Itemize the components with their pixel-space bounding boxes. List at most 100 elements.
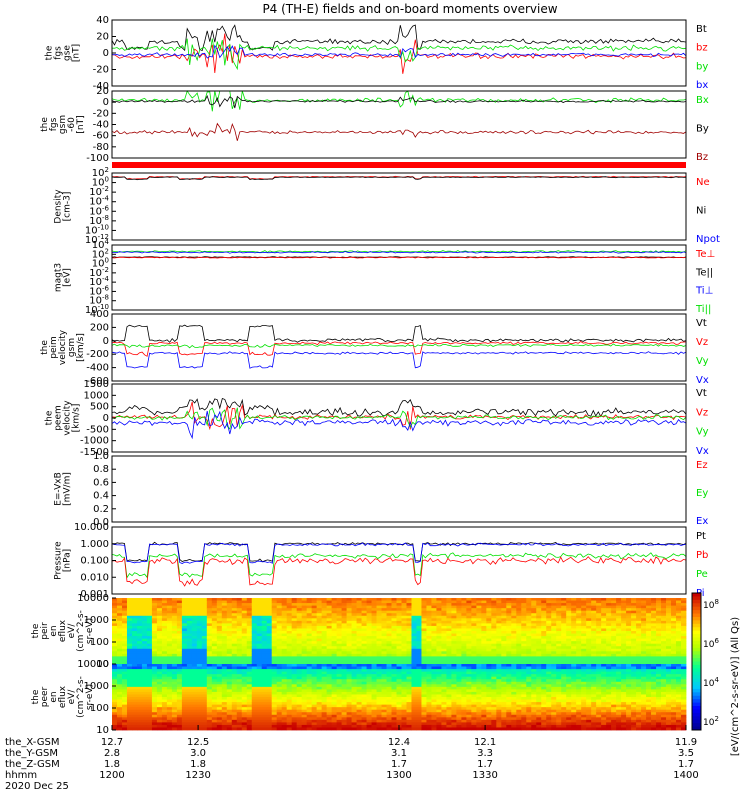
spectrogram-cell: [336, 620, 342, 624]
spectrogram-cell: [366, 656, 372, 660]
spectrogram-cell: [666, 608, 672, 612]
spectrogram-cell: [511, 608, 517, 612]
spectrogram-cell: [386, 628, 392, 632]
spectrogram-cell: [416, 615, 422, 619]
spectrogram-cell: [291, 658, 298, 662]
spectrogram-cell: [226, 615, 233, 619]
spectrogram-cell: [341, 625, 347, 629]
spectrogram-cell: [256, 631, 263, 634]
spectrogram-cell: [456, 646, 462, 650]
spectrogram-cell: [671, 638, 677, 642]
spectrogram-cell: [141, 618, 148, 622]
spectrogram-cell: [231, 689, 238, 693]
spectrogram-cell: [531, 623, 537, 627]
spectrogram-cell: [446, 613, 452, 617]
spectrogram-cell: [591, 646, 597, 650]
spectrogram-cell: [171, 615, 178, 619]
spectrogram-cell: [191, 686, 198, 690]
spectrogram-cell: [551, 638, 557, 642]
spectrogram-cell: [146, 653, 153, 657]
spectrogram-cell: [246, 712, 253, 716]
spectrogram-cell: [346, 719, 352, 723]
spectrogram-cell: [431, 623, 437, 627]
spectrogram-cell: [191, 638, 198, 642]
spectrogram-cell: [431, 694, 437, 698]
spectrogram-cell: [576, 651, 582, 655]
spectrogram-cell: [656, 658, 662, 662]
spectrogram-cell: [626, 648, 632, 652]
spectrogram-cell: [471, 628, 477, 632]
spectrogram-cell: [241, 610, 248, 614]
spectrogram-cell: [251, 613, 258, 617]
spectrogram-cell: [136, 719, 143, 723]
spectrogram-cell: [396, 717, 402, 721]
spectrogram-cell: [266, 679, 273, 683]
spectrogram-cell: [206, 603, 213, 607]
spectrogram-cell: [186, 603, 193, 607]
spectrogram-cell: [556, 598, 562, 601]
spectrogram-cell: [376, 625, 382, 629]
spectrogram-cell: [556, 605, 562, 609]
spectrogram-cell: [436, 600, 442, 604]
spectrogram-cell: [601, 656, 607, 660]
spectrogram-cell: [446, 628, 452, 632]
spectrogram-cell: [331, 664, 338, 667]
spectrogram-cell: [191, 600, 198, 604]
spectrogram-cell: [112, 689, 118, 693]
spectrogram-cell: [376, 694, 382, 698]
spectrogram-cell: [206, 717, 213, 721]
spectrogram-cell: [361, 722, 367, 726]
spectrogram-cell: [161, 603, 168, 607]
spectrogram-cell: [311, 681, 318, 685]
spectrogram-cell: [606, 638, 612, 642]
spectrogram-cell: [436, 620, 442, 624]
spectrogram-cell: [326, 674, 333, 678]
spectrogram-cell: [406, 697, 412, 700]
spectrogram-cell: [551, 618, 557, 622]
spectrogram-cell: [316, 625, 323, 629]
spectrogram-cell: [496, 603, 502, 607]
spectrogram-cell: [626, 656, 632, 660]
spectrogram-cell: [276, 608, 283, 612]
spectrogram-cell: [266, 694, 273, 698]
spectrogram-cell: [211, 717, 218, 721]
spectrogram-cell: [211, 628, 218, 632]
spectrogram-cell: [661, 636, 667, 640]
spectrogram-cell: [351, 651, 357, 655]
spectrogram-cell: [246, 702, 253, 706]
spectrogram-cell: [571, 638, 577, 642]
spectrogram-cell: [271, 658, 278, 662]
spectrogram-cell: [391, 717, 397, 721]
spectrogram-cell: [346, 641, 352, 645]
spectrogram-cell: [546, 628, 552, 632]
spectrogram-cell: [396, 658, 402, 662]
spectrogram-cell: [431, 674, 437, 678]
spectrogram-cell: [611, 651, 617, 655]
spectrogram-cell: [441, 689, 447, 693]
spectrogram-cell: [146, 641, 153, 645]
spectrogram-cell: [371, 686, 377, 690]
spectrogram-cell: [336, 625, 342, 629]
spectrogram-cell: [276, 697, 283, 700]
spectrogram-cell: [126, 669, 133, 673]
spectrogram-cell: [486, 613, 492, 617]
spectrogram-cell: [246, 704, 253, 708]
spectrogram-cell: [281, 684, 288, 688]
spectrogram-cell: [151, 717, 158, 721]
spectrogram-cell: [296, 689, 303, 693]
spectrogram-cell: [356, 681, 362, 685]
spectrogram-cell: [261, 722, 268, 726]
spectrogram-cell: [231, 603, 238, 607]
spectrogram-cell: [336, 714, 342, 718]
spectrogram-cell: [301, 625, 308, 629]
spectrogram-cell: [561, 615, 567, 619]
spectrogram-cell: [356, 638, 362, 642]
spectrogram-cell: [306, 598, 313, 601]
spectrogram-cell: [416, 702, 422, 706]
spectrogram-cell: [641, 605, 647, 609]
spectrogram-cell: [606, 598, 612, 601]
spectrogram-cell: [166, 671, 173, 675]
spectrogram-cell: [211, 615, 218, 619]
spectrogram-cell: [521, 653, 527, 657]
spectrogram-cell: [411, 699, 417, 703]
